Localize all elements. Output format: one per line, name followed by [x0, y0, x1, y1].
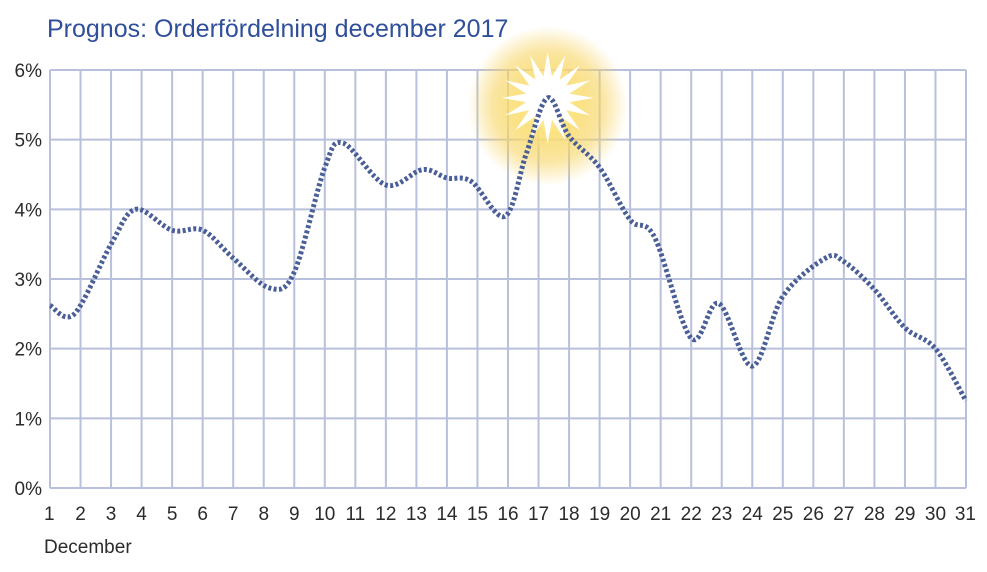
x-tick-label: 21 — [650, 504, 671, 525]
x-tick-label: 30 — [925, 504, 946, 525]
x-tick-label: 10 — [314, 504, 335, 525]
highlight-sun-icon — [467, 25, 628, 186]
y-tick-label: 2% — [15, 340, 43, 361]
x-tick-label: 24 — [742, 504, 764, 525]
y-tick-label: 4% — [15, 200, 43, 221]
x-tick-label: 6 — [197, 504, 208, 525]
x-tick-label: 31 — [955, 504, 976, 525]
series-line-0 — [48, 95, 969, 403]
x-tick-label: 23 — [711, 504, 732, 525]
x-tick-label: 5 — [167, 504, 178, 525]
x-tick-label: 14 — [436, 504, 458, 525]
x-tick-label: 17 — [528, 504, 549, 525]
x-tick-label: 9 — [289, 504, 300, 525]
x-tick-label: 4 — [136, 504, 147, 525]
x-tick-label: 29 — [894, 504, 915, 525]
grid — [49, 69, 967, 489]
x-tick-label: 25 — [772, 504, 793, 525]
chart-title: Prognos: Orderfördelning december 2017 — [47, 15, 508, 43]
x-tick-label: 11 — [345, 504, 365, 525]
x-tick-label: 28 — [864, 504, 885, 525]
x-axis-label: December — [44, 537, 132, 558]
series-group — [48, 95, 969, 403]
x-tick-label: 12 — [375, 504, 396, 525]
y-tick-label: 0% — [15, 479, 43, 500]
y-tick-label: 6% — [15, 61, 43, 82]
x-tick-label: 8 — [258, 504, 269, 525]
y-tick-label: 1% — [15, 409, 43, 430]
x-tick-label: 27 — [833, 504, 854, 525]
x-tick-label: 20 — [620, 504, 641, 525]
x-tick-label: 26 — [803, 504, 824, 525]
x-tick-label: 16 — [497, 504, 518, 525]
y-tick-label: 3% — [15, 270, 43, 291]
x-tick-label: 1 — [44, 504, 55, 525]
x-tick-label: 2 — [75, 504, 86, 525]
x-axis: 1 2 3 4 5 6 7 8 9 10 11 12 13 14 15 16 17 18 19 20 21 22 23 24 2… — [44, 504, 976, 525]
x-tick-label: 3 — [106, 504, 117, 525]
x-tick-label: 13 — [406, 504, 427, 525]
x-tick-label: 18 — [558, 504, 579, 525]
x-tick-label: 22 — [681, 504, 702, 525]
y-tick-label: 5% — [15, 131, 43, 152]
x-tick-label: 7 — [228, 504, 239, 525]
x-tick-label: 15 — [467, 504, 488, 525]
y-axis: 0% 1% 2% 3% 4% 5% 6% — [15, 61, 43, 500]
x-tick-label: 19 — [589, 504, 610, 525]
